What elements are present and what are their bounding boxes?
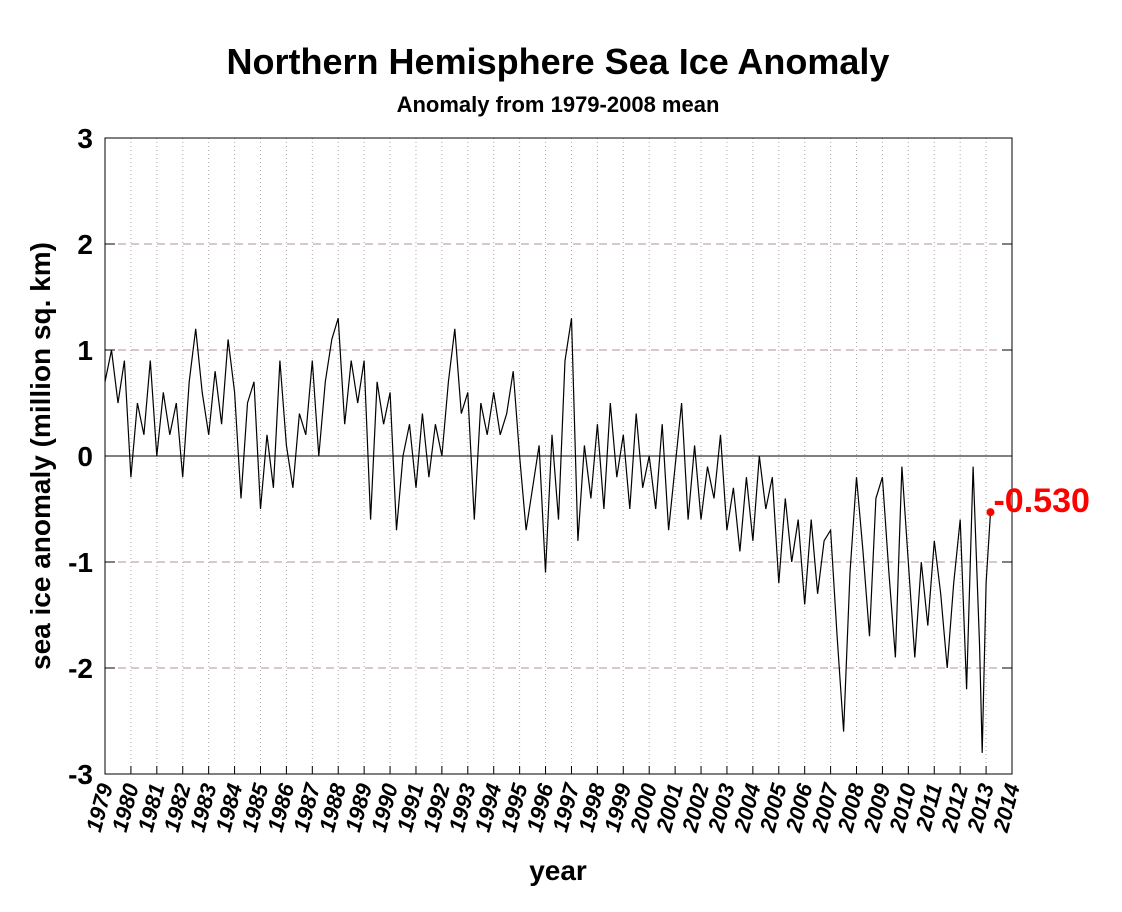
y-tick-label: -3 xyxy=(68,759,93,790)
y-tick-label: 0 xyxy=(77,441,93,472)
latest-point xyxy=(986,508,995,517)
y-tick-label: 2 xyxy=(77,229,93,260)
chart-subtitle: Anomaly from 1979-2008 mean xyxy=(397,92,720,117)
y-tick-label: 3 xyxy=(77,123,93,154)
y-axis-label: sea ice anomaly (million sq. km) xyxy=(25,242,56,670)
data-line xyxy=(104,318,992,753)
y-tick-label: -1 xyxy=(68,547,93,578)
chart-title: Northern Hemisphere Sea Ice Anomaly xyxy=(227,41,890,82)
y-tick-label: 1 xyxy=(77,335,93,366)
y-tick-label: -2 xyxy=(68,653,93,684)
x-axis-label: year xyxy=(529,855,587,886)
latest-value-label: -0.530 xyxy=(993,482,1089,520)
plot-frame xyxy=(104,137,1013,775)
